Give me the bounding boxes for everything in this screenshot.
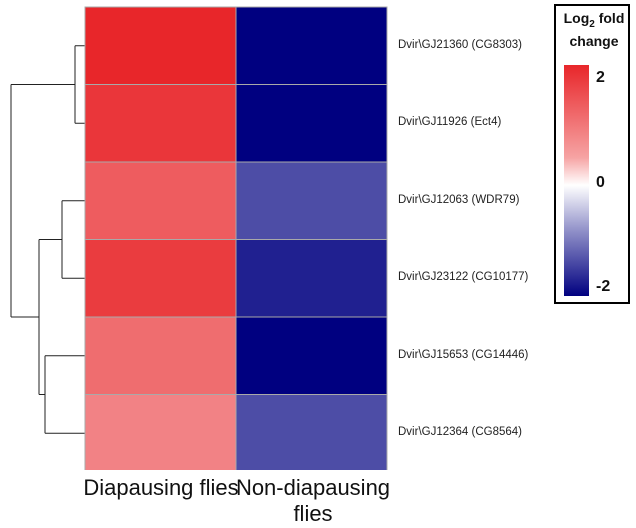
heatmap-cell — [84, 84, 237, 163]
heatmap-cell — [235, 84, 388, 163]
row-label: Dvir\GJ12063 (WDR79) — [398, 193, 520, 206]
column-label-diapausing: Diapausing flies — [83, 475, 239, 500]
heatmap-cell — [235, 394, 388, 470]
legend-gradient-bar — [564, 65, 589, 296]
row-dendrogram — [10, 45, 85, 434]
heatmap-cell — [84, 316, 237, 395]
legend-tick-mid: 0 — [596, 174, 605, 191]
heatmap-cell — [84, 239, 237, 318]
column-label-non-diapausing: Non-diapausing flies — [235, 475, 391, 526]
row-label: Dvir\GJ15653 (CG14446) — [398, 348, 529, 361]
color-legend: Log2 fold change 2 0 -2 — [554, 4, 630, 304]
heatmap-cell — [235, 316, 388, 395]
row-label: Dvir\GJ23122 (CG10177) — [398, 271, 529, 284]
heatmap-cell — [84, 394, 237, 470]
legend-title: Log2 fold change — [563, 10, 625, 49]
heatmap-cell — [84, 161, 237, 240]
row-label: Dvir\GJ12364 (CG8564) — [398, 426, 522, 439]
legend-tick-max: 2 — [596, 69, 605, 86]
heatmap-cell — [235, 161, 388, 240]
row-label: Dvir\GJ21360 (CG8303) — [398, 38, 522, 51]
heatmap-grid — [84, 6, 388, 470]
heatmap-cell — [235, 239, 388, 318]
row-label: Dvir\GJ11926 (Ect4) — [398, 116, 502, 129]
heatmap-cell — [84, 6, 237, 85]
legend-tick-min: -2 — [596, 278, 611, 295]
heatmap-cell — [235, 6, 388, 85]
